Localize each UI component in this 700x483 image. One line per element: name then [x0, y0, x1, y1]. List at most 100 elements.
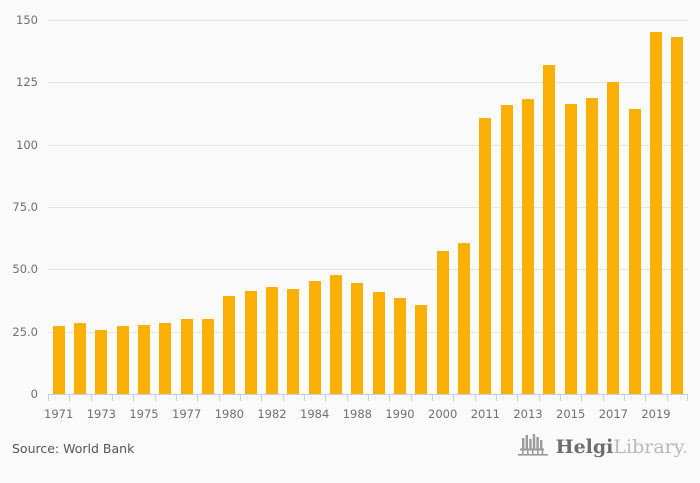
- x-axis-label: 1975: [129, 407, 159, 421]
- x-axis-label: 2017: [598, 407, 628, 421]
- bar[interactable]: [244, 291, 257, 394]
- chart-footer: Source: World Bank: [0, 425, 700, 483]
- gridline-25: [48, 331, 688, 333]
- helgi-library-logo[interactable]: HelgiLibrary.: [516, 433, 688, 461]
- source-label: Source: World Bank: [12, 441, 135, 456]
- x-axis-label: 1990: [385, 407, 415, 421]
- bar[interactable]: [372, 291, 385, 394]
- bar[interactable]: [351, 283, 364, 394]
- x-axis-tick: [624, 395, 625, 401]
- x-axis-label: 1988: [342, 407, 372, 421]
- gridline-150: [48, 20, 688, 21]
- bar[interactable]: [202, 319, 214, 394]
- x-axis-tick: [176, 395, 177, 401]
- logo-helgi: Helgi: [555, 436, 614, 458]
- x-axis-label: 1977: [172, 407, 202, 421]
- x-axis-tick: [411, 395, 412, 401]
- x-axis-tick: [560, 395, 561, 401]
- x-axis-tick: [475, 395, 476, 401]
- bar[interactable]: [543, 64, 556, 394]
- x-axis-tick: [112, 395, 113, 401]
- bar[interactable]: [266, 287, 278, 394]
- bar[interactable]: [159, 322, 172, 394]
- x-axis-tick: [197, 395, 198, 401]
- x-axis-tick: [581, 395, 582, 401]
- bar[interactable]: [138, 324, 150, 394]
- bar[interactable]: [650, 31, 662, 394]
- bar[interactable]: [415, 304, 428, 394]
- x-axis-label: 1973: [86, 407, 116, 421]
- helgi-library-pier-icon: [516, 433, 550, 461]
- x-axis-tick: [261, 395, 262, 401]
- x-axis-label: 2015: [556, 407, 586, 421]
- bar[interactable]: [607, 81, 620, 394]
- x-axis-label: 2011: [470, 407, 500, 421]
- x-axis-tick: [432, 395, 433, 401]
- x-axis-label: 2000: [428, 407, 458, 421]
- x-axis-label: 1982: [257, 407, 287, 421]
- x-axis-tick: [48, 395, 49, 401]
- bar[interactable]: [95, 330, 108, 394]
- plot-area: 0 25.0 50.0 75.0 100 125 150 1971 1973 1975 1977 1…: [12, 13, 688, 421]
- x-axis-tick: [453, 395, 454, 401]
- x-axis-tick: [645, 395, 646, 401]
- bar[interactable]: [522, 99, 534, 394]
- bar[interactable]: [394, 297, 406, 394]
- x-axis-tick: [219, 395, 220, 401]
- y-axis-label: 150: [16, 13, 38, 27]
- logo-dot: .: [681, 436, 688, 458]
- bar[interactable]: [52, 326, 65, 394]
- x-axis-tick: [347, 395, 348, 401]
- y-axis-label: 50.0: [12, 262, 38, 277]
- bar[interactable]: [479, 118, 492, 394]
- x-axis-tick: [133, 395, 134, 401]
- gridline-100: [48, 144, 688, 146]
- y-axis-label: 25.0: [12, 324, 38, 339]
- x-axis-tick: [69, 395, 70, 401]
- x-axis-label: 2019: [641, 407, 671, 421]
- gridline-75: [48, 207, 688, 208]
- bar[interactable]: [287, 289, 300, 394]
- x-axis-label: 1984: [300, 407, 330, 421]
- bar[interactable]: [500, 104, 513, 394]
- bar[interactable]: [564, 103, 577, 394]
- x-axis-tick: [496, 395, 497, 401]
- bar[interactable]: [223, 295, 236, 394]
- bar[interactable]: [628, 109, 641, 394]
- x-axis-tick: [155, 395, 156, 401]
- bar[interactable]: [116, 326, 129, 394]
- bar[interactable]: [458, 243, 470, 394]
- y-axis-label: 100: [16, 137, 38, 152]
- x-axis-label: 1971: [44, 407, 74, 421]
- bar[interactable]: [180, 318, 193, 394]
- x-axis-label: 1980: [214, 407, 244, 421]
- x-axis-line: [48, 394, 688, 395]
- x-axis-tick: [539, 395, 540, 401]
- bar[interactable]: [436, 251, 449, 394]
- x-axis-label: 2013: [513, 407, 543, 421]
- logo-library: Library: [613, 436, 682, 458]
- y-axis-label: 75.0: [12, 200, 38, 214]
- bar[interactable]: [74, 322, 86, 394]
- bar[interactable]: [308, 281, 321, 394]
- logo-wordmark: HelgiLibrary.: [556, 436, 688, 458]
- x-axis-tick: [283, 395, 284, 401]
- x-axis-tick: [687, 395, 688, 401]
- gridline-125: [48, 82, 688, 84]
- bar[interactable]: [330, 274, 342, 394]
- x-axis-tick: [304, 395, 305, 401]
- gridline-50: [48, 269, 688, 271]
- y-axis-label: 0: [30, 387, 38, 401]
- y-axis-label: 125: [16, 75, 38, 90]
- bar-series: [48, 20, 688, 395]
- x-axis-tick: [603, 395, 604, 401]
- x-axis-tick: [240, 395, 241, 401]
- x-axis-tick: [91, 395, 92, 401]
- x-axis-tick: [368, 395, 369, 401]
- x-axis-tick: [389, 395, 390, 401]
- bar[interactable]: [586, 97, 598, 394]
- x-axis-tick: [325, 395, 326, 401]
- bar[interactable]: [671, 37, 684, 394]
- x-axis-tick: [667, 395, 668, 401]
